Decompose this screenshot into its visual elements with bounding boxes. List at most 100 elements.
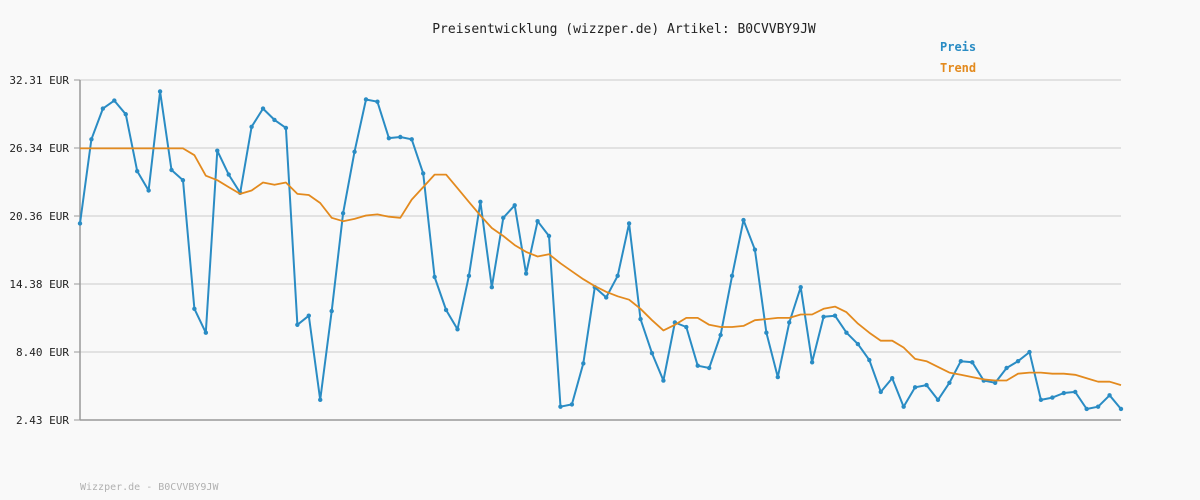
data-point — [798, 285, 803, 290]
data-point — [501, 215, 506, 220]
data-point — [523, 271, 529, 276]
data-point — [466, 273, 472, 279]
data-point — [386, 135, 392, 141]
data-point — [947, 380, 952, 385]
y-axis-ticks: 32.31 EUR 26.34 EUR 20.36 EUR 14.38 EUR 8.40… — [9, 74, 69, 427]
data-point — [764, 330, 769, 335]
data-point — [878, 389, 883, 395]
data-point — [1027, 349, 1032, 355]
data-point — [249, 124, 254, 129]
series-line-preis — [79, 90, 1122, 410]
data-point — [638, 316, 643, 322]
data-point — [146, 188, 151, 193]
data-point — [203, 330, 209, 335]
data-point — [157, 89, 163, 94]
data-point — [958, 358, 964, 364]
data-point — [1050, 395, 1055, 400]
data-point — [260, 106, 266, 111]
data-point — [1073, 389, 1078, 395]
data-point — [844, 330, 849, 335]
data-point — [306, 313, 311, 318]
chart-title: Preisentwicklung (wizzper.de) Artikel: B… — [432, 22, 816, 37]
data-point — [100, 106, 106, 111]
data-point — [340, 211, 346, 216]
data-point — [970, 360, 975, 365]
data-point — [1038, 397, 1044, 403]
data-point — [546, 233, 552, 239]
series-lines — [77, 89, 1124, 412]
data-point — [180, 178, 186, 183]
data-point — [329, 308, 334, 314]
data-point — [134, 168, 140, 174]
data-point — [695, 363, 700, 368]
data-point — [1061, 390, 1067, 396]
series-line-trend — [80, 147, 1122, 386]
data-point — [626, 221, 632, 226]
data-point — [295, 322, 300, 327]
data-point — [1015, 358, 1021, 364]
data-point — [77, 221, 83, 226]
data-point — [581, 361, 586, 366]
data-point — [398, 134, 403, 140]
data-point — [375, 99, 380, 104]
data-point — [535, 219, 540, 224]
data-point — [924, 382, 929, 388]
data-point — [821, 314, 826, 319]
y-tick-label: 32.31 EUR — [9, 74, 69, 87]
data-point — [809, 360, 815, 365]
data-point — [787, 320, 792, 325]
data-point — [890, 376, 895, 381]
data-point — [478, 199, 483, 205]
legend-preis: Preis — [940, 40, 976, 54]
data-point — [420, 171, 426, 176]
data-point — [775, 374, 781, 380]
data-point — [432, 274, 437, 280]
data-point — [615, 273, 620, 279]
data-point — [512, 203, 517, 208]
data-point — [684, 324, 689, 330]
data-point — [912, 385, 918, 390]
data-point — [752, 247, 758, 252]
y-tick-label: 14.38 EUR — [9, 278, 69, 291]
data-point — [741, 217, 746, 223]
data-point — [729, 273, 735, 279]
data-point — [1107, 393, 1112, 398]
data-point — [992, 380, 998, 385]
data-point — [558, 404, 563, 409]
data-point — [935, 397, 941, 403]
y-tick-label: 26.34 EUR — [9, 142, 69, 155]
data-point — [352, 149, 357, 155]
data-point — [1118, 406, 1124, 412]
data-point — [169, 167, 174, 173]
data-point — [901, 404, 906, 409]
data-point — [661, 378, 666, 383]
data-point — [1095, 404, 1101, 409]
y-tick-label: 8.40 EUR — [16, 346, 69, 359]
data-point — [283, 125, 289, 131]
data-point — [112, 98, 117, 103]
data-point — [89, 137, 94, 142]
data-point — [455, 327, 460, 332]
data-point — [272, 117, 277, 123]
data-point — [867, 357, 872, 363]
data-point — [569, 402, 575, 407]
data-point — [318, 397, 323, 403]
data-point — [604, 295, 609, 300]
data-point — [215, 148, 220, 153]
data-point — [409, 137, 414, 142]
data-point — [855, 341, 861, 347]
grid-lines — [74, 79, 1121, 421]
y-tick-label: 20.36 EUR — [9, 210, 69, 223]
data-point — [718, 332, 723, 338]
data-point — [649, 351, 655, 356]
data-point — [1004, 365, 1009, 371]
data-point — [123, 112, 128, 117]
y-tick-label: 2.43 EUR — [16, 414, 69, 427]
data-point — [443, 307, 449, 313]
data-point — [363, 97, 369, 102]
data-point — [706, 365, 712, 371]
data-point — [832, 313, 838, 318]
data-point — [226, 172, 231, 177]
legend-trend: Trend — [940, 61, 976, 75]
